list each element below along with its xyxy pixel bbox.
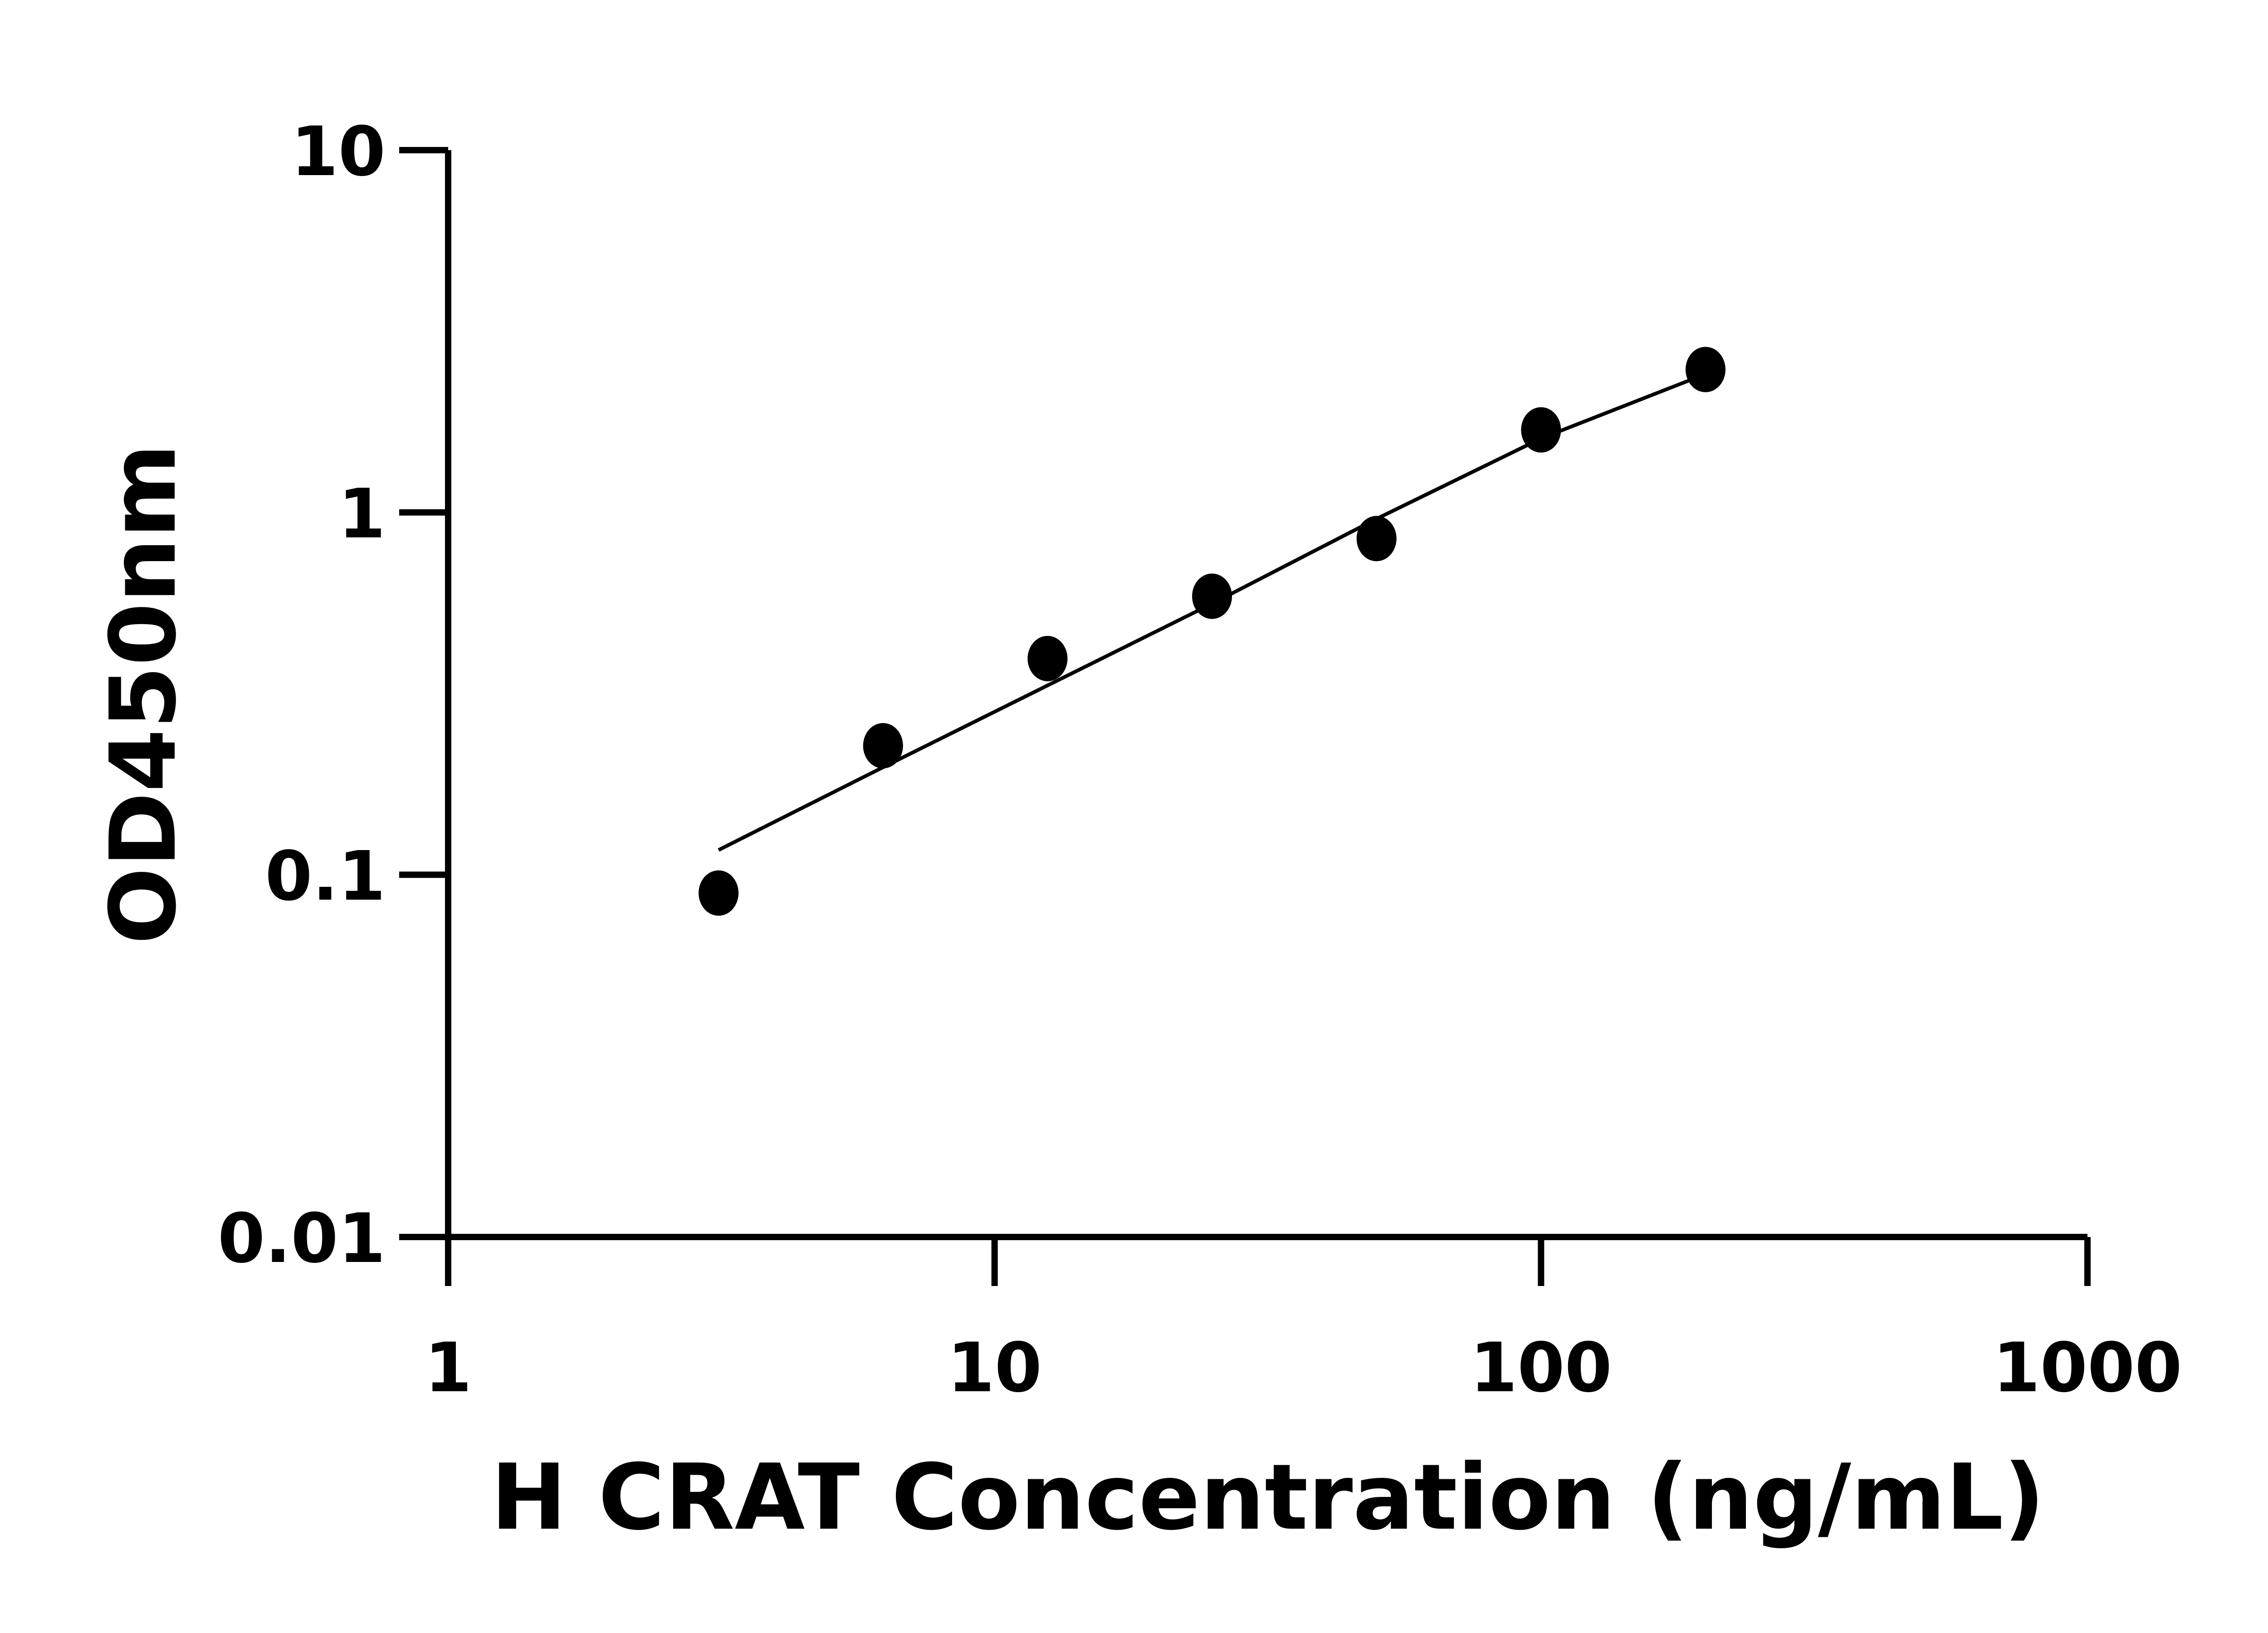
data-point <box>863 723 903 768</box>
y-tick-label: 10 <box>291 112 386 191</box>
x-tick-label: 1000 <box>1993 1329 2182 1408</box>
data-point <box>699 870 739 916</box>
data-point <box>1356 516 1397 562</box>
data-point <box>1027 636 1068 681</box>
x-tick-label: 10 <box>947 1329 1042 1408</box>
x-tick-label: 100 <box>1470 1329 1612 1408</box>
data-point <box>1192 573 1232 619</box>
y-tick-label: 0.1 <box>265 837 386 916</box>
y-tick-label: 1 <box>338 475 386 554</box>
data-point <box>1685 347 1725 392</box>
x-tick-label: 1 <box>425 1329 472 1408</box>
y-tick-label: 0.01 <box>218 1199 386 1278</box>
axes <box>399 150 2087 1243</box>
x-axis-label: H CRAT Concentration (ng/mL) <box>491 1445 2045 1550</box>
data-point <box>1521 407 1561 453</box>
y-axis-label: OD450nm <box>91 444 196 944</box>
